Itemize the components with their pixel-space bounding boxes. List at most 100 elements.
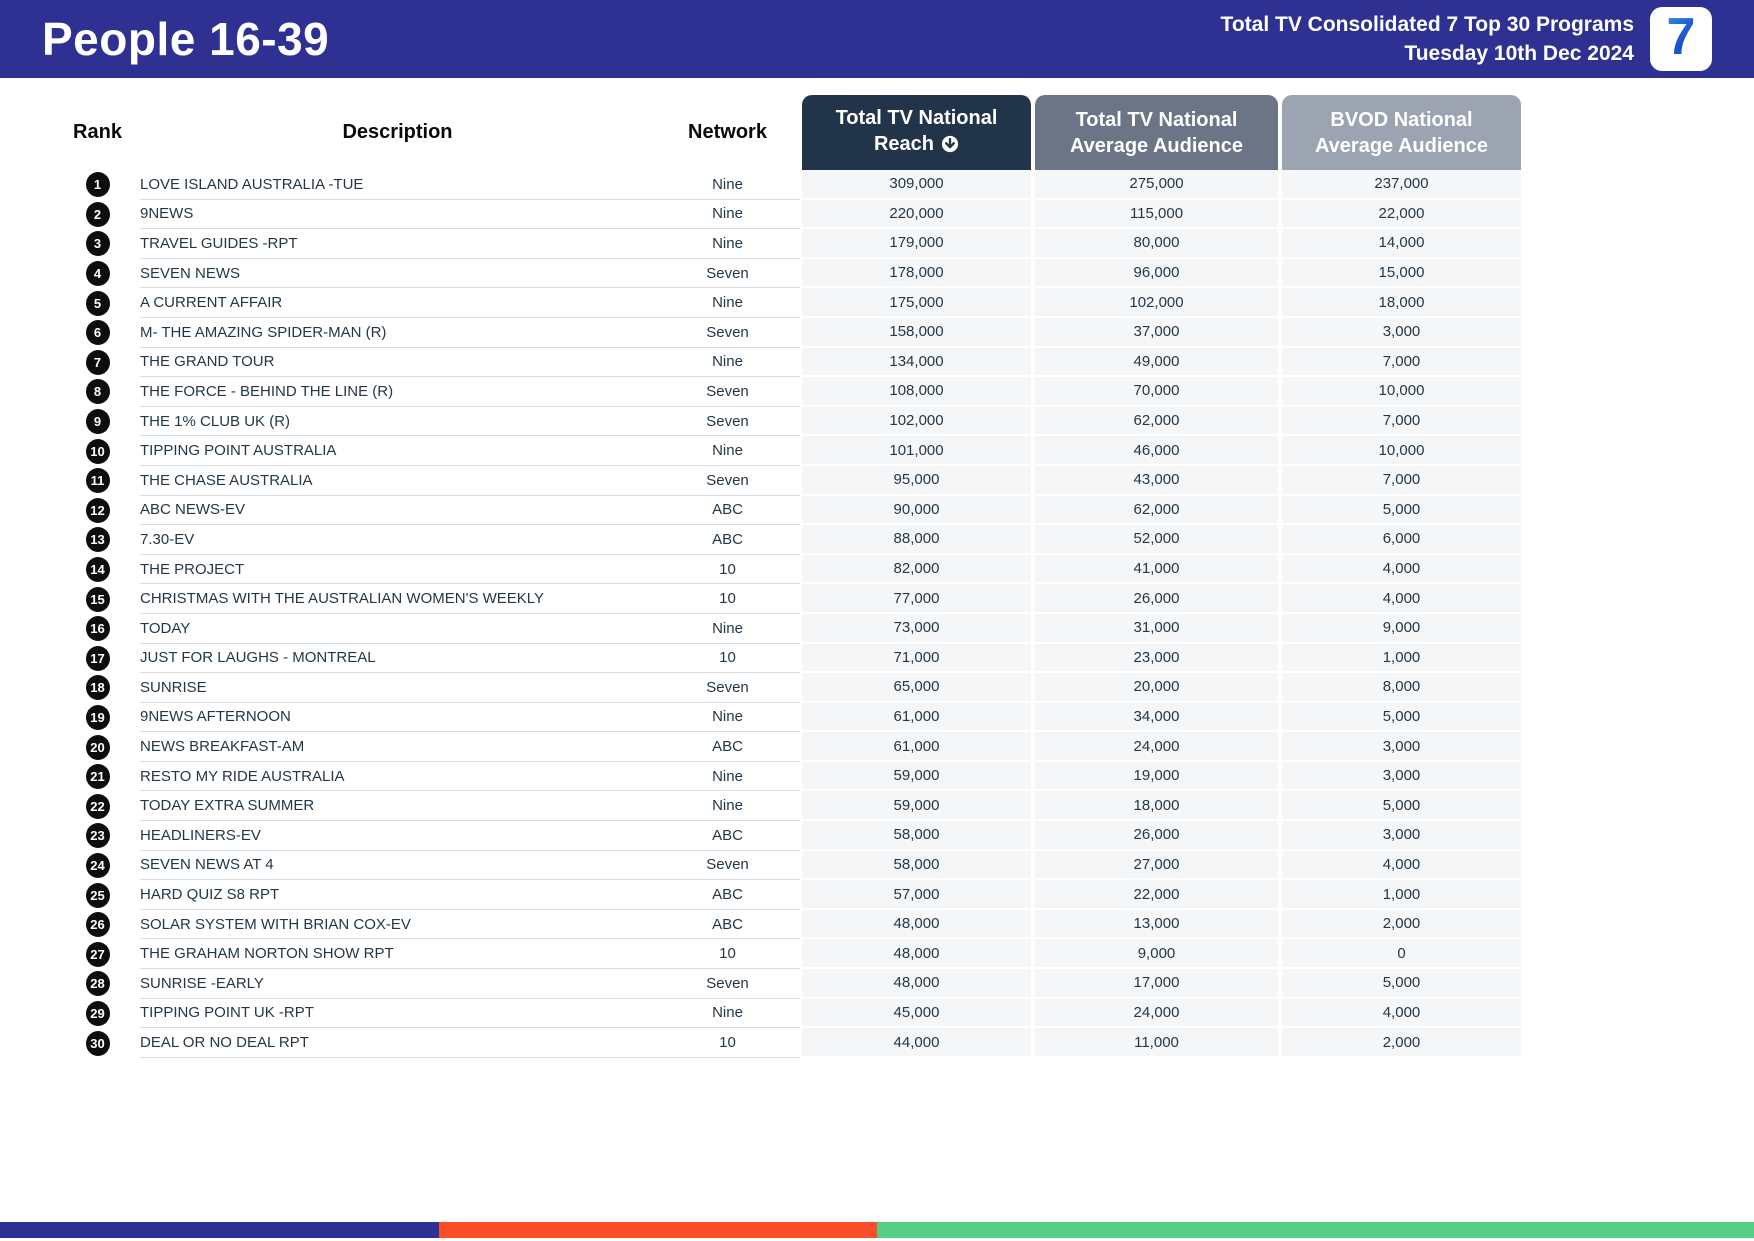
program-description: DEAL OR NO DEAL RPT bbox=[140, 1028, 655, 1058]
rank-cell: 26 bbox=[55, 910, 140, 940]
total-tv-reach-value: 61,000 bbox=[800, 732, 1033, 762]
table-row: 9 THE 1% CLUB UK (R) Seven 102,000 62,00… bbox=[55, 406, 1523, 437]
report-subtitle-line2: Tuesday 10th Dec 2024 bbox=[1404, 42, 1634, 65]
program-description: THE CHASE AUSTRALIA bbox=[140, 466, 655, 496]
bvod-average-audience-value: 9,000 bbox=[1280, 613, 1523, 644]
total-tv-reach-value: 134,000 bbox=[800, 347, 1033, 378]
bvod-average-audience-value: 3,000 bbox=[1280, 732, 1523, 762]
program-description: SUNRISE -EARLY bbox=[140, 969, 655, 999]
total-tv-reach-value: 108,000 bbox=[800, 377, 1033, 407]
bvod-average-audience-value: 10,000 bbox=[1280, 436, 1523, 466]
program-description: RESTO MY RIDE AUSTRALIA bbox=[140, 762, 655, 792]
network-value: ABC bbox=[655, 732, 800, 762]
table-row: 25 HARD QUIZ S8 RPT ABC 57,000 22,000 1,… bbox=[55, 880, 1523, 910]
rank-badge: 16 bbox=[85, 616, 110, 642]
table-row: 5 A CURRENT AFFAIR Nine 175,000 102,000 … bbox=[55, 288, 1523, 318]
network-value: ABC bbox=[655, 910, 800, 940]
bvod-average-audience-value: 4,000 bbox=[1280, 998, 1523, 1029]
bvod-average-audience-value: 3,000 bbox=[1280, 821, 1523, 851]
network-value: ABC bbox=[655, 821, 800, 851]
column-header-network: Network bbox=[688, 121, 767, 143]
network-value: Nine bbox=[655, 348, 800, 378]
column-header-bvod-average-audience[interactable]: BVOD National Average Audience bbox=[1282, 95, 1521, 170]
network-value: Seven bbox=[655, 673, 800, 703]
bvod-average-audience-value: 1,000 bbox=[1280, 643, 1523, 674]
rank-cell: 8 bbox=[55, 377, 140, 407]
table-row: 2 9NEWS Nine 220,000 115,000 22,000 bbox=[55, 199, 1523, 230]
program-description: HEADLINERS-EV bbox=[140, 821, 655, 851]
total-tv-average-audience-value: 22,000 bbox=[1033, 880, 1280, 910]
program-description: TODAY bbox=[140, 614, 655, 644]
rank-cell: 14 bbox=[55, 555, 140, 585]
rank-badge: 20 bbox=[85, 734, 110, 760]
table-row: 24 SEVEN NEWS AT 4 Seven 58,000 27,000 4… bbox=[55, 850, 1523, 881]
rank-cell: 2 bbox=[55, 200, 140, 230]
total-tv-reach-value: 179,000 bbox=[800, 229, 1033, 259]
total-tv-average-audience-value: 23,000 bbox=[1033, 643, 1280, 674]
program-description: SUNRISE bbox=[140, 673, 655, 703]
column-header-total-tv-average-audience[interactable]: Total TV National Average Audience bbox=[1035, 95, 1278, 170]
rank-cell: 17 bbox=[55, 644, 140, 674]
sort-descending-icon bbox=[941, 134, 959, 160]
program-description: THE GRAND TOUR bbox=[140, 348, 655, 378]
program-description: 9NEWS bbox=[140, 200, 655, 230]
bvod-average-audience-value: 5,000 bbox=[1280, 791, 1523, 822]
program-description: TRAVEL GUIDES -RPT bbox=[140, 229, 655, 259]
rank-badge: 3 bbox=[85, 231, 110, 257]
avg-header-line1: Total TV National bbox=[1075, 108, 1238, 131]
table-row: 30 DEAL OR NO DEAL RPT 10 44,000 11,000 … bbox=[55, 1028, 1523, 1058]
page-title: People 16-39 bbox=[42, 13, 330, 65]
total-tv-average-audience-value: 46,000 bbox=[1033, 436, 1280, 466]
network-value: Seven bbox=[655, 318, 800, 348]
bvod-average-audience-value: 7,000 bbox=[1280, 406, 1523, 437]
bvod-average-audience-value: 8,000 bbox=[1280, 673, 1523, 703]
table-row: 22 TODAY EXTRA SUMMER Nine 59,000 18,000… bbox=[55, 791, 1523, 822]
rank-badge: 19 bbox=[85, 704, 110, 730]
table-row: 11 THE CHASE AUSTRALIA Seven 95,000 43,0… bbox=[55, 465, 1523, 496]
total-tv-average-audience-value: 70,000 bbox=[1033, 377, 1280, 407]
total-tv-average-audience-value: 49,000 bbox=[1033, 347, 1280, 378]
column-header-description: Description bbox=[342, 121, 453, 143]
bvod-average-audience-value: 6,000 bbox=[1280, 525, 1523, 555]
total-tv-reach-value: 158,000 bbox=[800, 317, 1033, 348]
program-description: CHRISTMAS WITH THE AUSTRALIAN WOMEN'S WE… bbox=[140, 584, 655, 614]
rank-cell: 12 bbox=[55, 496, 140, 526]
rank-cell: 1 bbox=[55, 170, 140, 200]
total-tv-average-audience-value: 27,000 bbox=[1033, 850, 1280, 881]
table-row: 14 THE PROJECT 10 82,000 41,000 4,000 bbox=[55, 554, 1523, 585]
bvod-header-line2: Average Audience bbox=[1314, 134, 1489, 157]
table-row: 6 M- THE AMAZING SPIDER-MAN (R) Seven 15… bbox=[55, 317, 1523, 348]
rank-badge: 13 bbox=[85, 527, 110, 553]
column-header-total-tv-reach[interactable]: Total TV National Reach bbox=[802, 95, 1031, 170]
rank-badge: 8 bbox=[85, 379, 110, 405]
network-value: Seven bbox=[655, 969, 800, 999]
bvod-average-audience-value: 3,000 bbox=[1280, 317, 1523, 348]
total-tv-average-audience-value: 26,000 bbox=[1033, 821, 1280, 851]
banner-right: Total TV Consolidated 7 Top 30 Programs … bbox=[1221, 7, 1754, 71]
total-tv-reach-value: 71,000 bbox=[800, 643, 1033, 674]
total-tv-average-audience-value: 20,000 bbox=[1033, 673, 1280, 703]
table-row: 26 SOLAR SYSTEM WITH BRIAN COX-EV ABC 48… bbox=[55, 909, 1523, 940]
rank-cell: 27 bbox=[55, 939, 140, 969]
total-tv-average-audience-value: 9,000 bbox=[1033, 939, 1280, 970]
rank-cell: 11 bbox=[55, 466, 140, 496]
rank-badge: 5 bbox=[85, 290, 110, 316]
table-row: 17 JUST FOR LAUGHS - MONTREAL 10 71,000 … bbox=[55, 643, 1523, 674]
total-tv-reach-value: 48,000 bbox=[800, 939, 1033, 970]
bvod-average-audience-value: 4,000 bbox=[1280, 584, 1523, 614]
rank-cell: 3 bbox=[55, 229, 140, 259]
table-row: 20 NEWS BREAKFAST-AM ABC 61,000 24,000 3… bbox=[55, 732, 1523, 762]
total-tv-reach-value: 175,000 bbox=[800, 288, 1033, 318]
total-tv-average-audience-value: 31,000 bbox=[1033, 613, 1280, 644]
report-subtitle: Total TV Consolidated 7 Top 30 Programs … bbox=[1221, 10, 1634, 68]
bvod-average-audience-value: 7,000 bbox=[1280, 465, 1523, 496]
bvod-average-audience-value: 10,000 bbox=[1280, 377, 1523, 407]
network-value: Seven bbox=[655, 466, 800, 496]
total-tv-average-audience-value: 11,000 bbox=[1033, 1028, 1280, 1058]
bvod-average-audience-value: 5,000 bbox=[1280, 495, 1523, 526]
table-row: 21 RESTO MY RIDE AUSTRALIA Nine 59,000 1… bbox=[55, 761, 1523, 792]
total-tv-reach-value: 45,000 bbox=[800, 998, 1033, 1029]
table-row: 28 SUNRISE -EARLY Seven 48,000 17,000 5,… bbox=[55, 969, 1523, 999]
rank-badge: 4 bbox=[85, 261, 110, 287]
table-row: 10 TIPPING POINT AUSTRALIA Nine 101,000 … bbox=[55, 436, 1523, 466]
